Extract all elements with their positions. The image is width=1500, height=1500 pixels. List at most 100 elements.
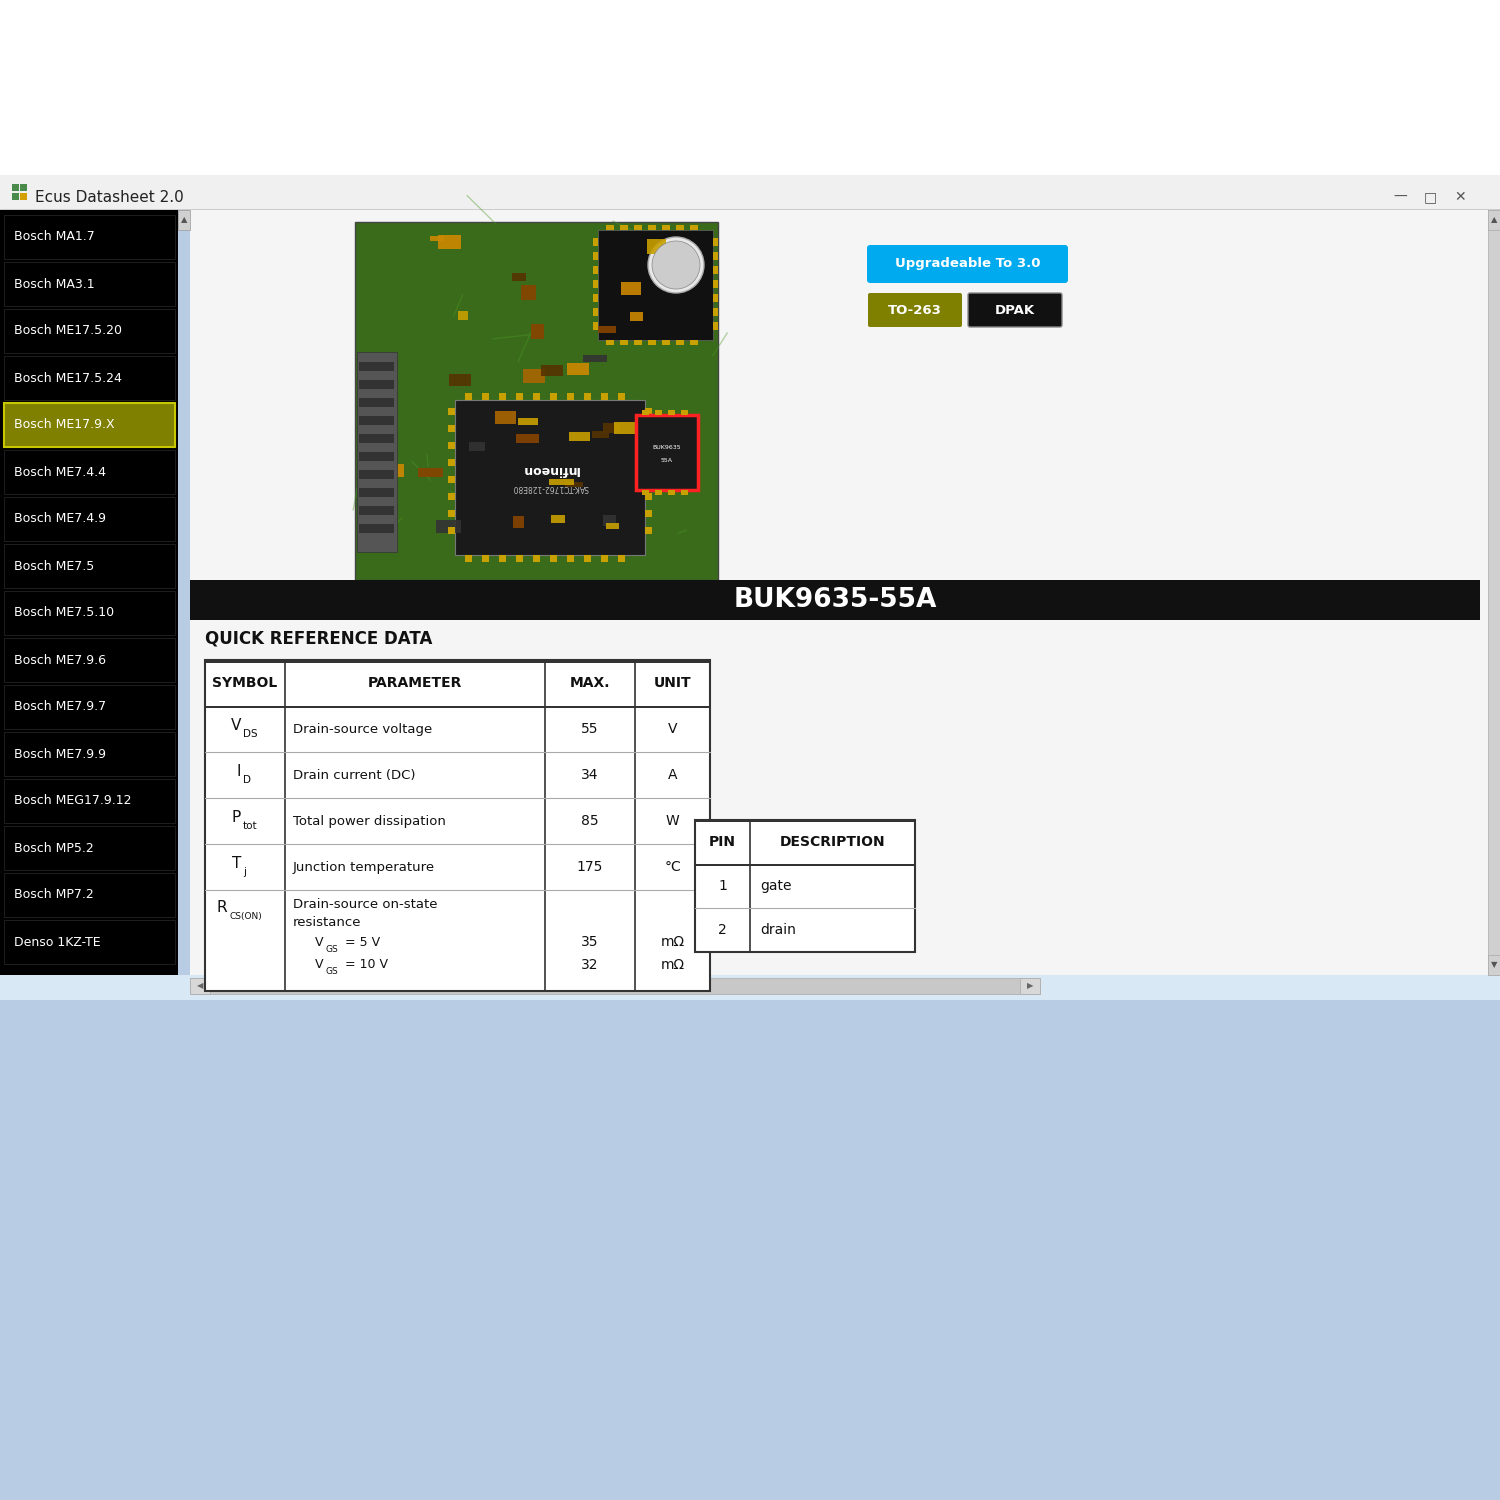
Bar (645, 442, 652, 448)
Text: 2: 2 (718, 922, 728, 938)
Text: Bosch ME7.4.4: Bosch ME7.4.4 (13, 465, 106, 478)
Text: Bosch ME7.9.6: Bosch ME7.9.6 (13, 654, 106, 666)
Text: Total power dissipation: Total power dissipation (292, 815, 446, 828)
Bar (500, 393, 506, 400)
Bar (642, 410, 650, 416)
Bar (438, 236, 460, 249)
Bar (372, 388, 393, 398)
Bar (712, 266, 718, 274)
Text: Bosch ME7.4.9: Bosch ME7.4.9 (13, 513, 106, 525)
Text: 85: 85 (580, 815, 598, 828)
Bar (0, 210, 184, 975)
Text: Bosch ME7.5: Bosch ME7.5 (13, 560, 94, 573)
Text: V: V (315, 958, 324, 972)
Bar (1488, 210, 1500, 230)
Bar (358, 416, 394, 424)
Text: V: V (668, 722, 678, 736)
Bar (566, 482, 584, 488)
Text: —: — (1394, 190, 1407, 204)
Bar (662, 340, 670, 345)
Text: 34: 34 (582, 768, 598, 782)
Bar (549, 478, 574, 484)
Bar (634, 340, 642, 345)
Bar (645, 510, 652, 518)
Bar (513, 516, 523, 528)
Bar (645, 424, 652, 432)
Text: A: A (668, 768, 678, 782)
Bar (598, 230, 712, 340)
Bar (614, 423, 638, 433)
Bar (712, 238, 718, 246)
Bar (542, 364, 564, 375)
Bar (4, 778, 176, 824)
Bar (618, 555, 626, 562)
Bar (4, 732, 176, 776)
Text: V: V (231, 718, 242, 734)
Bar (206, 706, 710, 708)
Text: D: D (243, 776, 250, 784)
Text: Junction temperature: Junction temperature (292, 861, 435, 873)
Bar (465, 555, 472, 562)
Bar (4, 873, 176, 916)
Bar (550, 516, 566, 524)
Bar (4, 309, 176, 352)
Bar (358, 524, 394, 532)
Bar (1488, 956, 1500, 975)
Bar (4, 214, 176, 260)
Text: Bosch ME7.9.7: Bosch ME7.9.7 (13, 700, 106, 714)
Bar (448, 459, 454, 466)
Bar (532, 555, 540, 562)
Bar (648, 340, 656, 345)
Bar (592, 280, 598, 288)
Text: mΩ: mΩ (660, 934, 684, 950)
Bar (567, 393, 574, 400)
Text: Ecus Datasheet 2.0: Ecus Datasheet 2.0 (34, 189, 183, 204)
Text: = 10 V: = 10 V (345, 958, 388, 972)
Text: ✕: ✕ (1454, 190, 1466, 204)
Bar (603, 423, 621, 432)
Bar (206, 660, 710, 663)
Bar (448, 494, 454, 500)
Bar (567, 555, 574, 562)
Bar (465, 393, 472, 400)
Text: MAX.: MAX. (570, 676, 610, 690)
Circle shape (652, 242, 700, 290)
Bar (356, 222, 718, 580)
Bar (0, 0, 1500, 176)
Bar (598, 326, 616, 333)
Bar (636, 416, 698, 491)
Bar (618, 393, 626, 400)
Bar (550, 393, 556, 400)
Bar (592, 432, 609, 438)
Bar (388, 465, 404, 477)
Bar (1020, 978, 1040, 994)
Bar (645, 494, 652, 500)
Text: gate: gate (760, 879, 792, 892)
Bar (4, 686, 176, 729)
Bar (694, 821, 915, 952)
Text: mΩ: mΩ (660, 958, 684, 972)
Bar (482, 393, 489, 400)
Bar (190, 978, 210, 994)
Text: Bosch MP7.2: Bosch MP7.2 (13, 888, 93, 902)
Bar (668, 490, 675, 495)
Text: Bosch MA1.7: Bosch MA1.7 (13, 231, 94, 243)
Bar (358, 488, 394, 496)
Text: = 5 V: = 5 V (345, 936, 380, 948)
Bar (4, 356, 176, 401)
Bar (0, 210, 1500, 975)
Bar (584, 356, 608, 362)
Bar (592, 322, 598, 330)
Text: SYMBOL: SYMBOL (213, 676, 278, 690)
Text: °C: °C (664, 859, 681, 874)
Bar (663, 419, 682, 432)
Bar (358, 433, 394, 442)
Bar (592, 308, 598, 316)
Text: P: P (231, 810, 242, 825)
Bar (512, 273, 526, 280)
Bar (606, 340, 613, 345)
Bar (518, 417, 537, 426)
Bar (676, 340, 684, 345)
Text: □: □ (1424, 190, 1437, 204)
Bar (459, 310, 468, 320)
